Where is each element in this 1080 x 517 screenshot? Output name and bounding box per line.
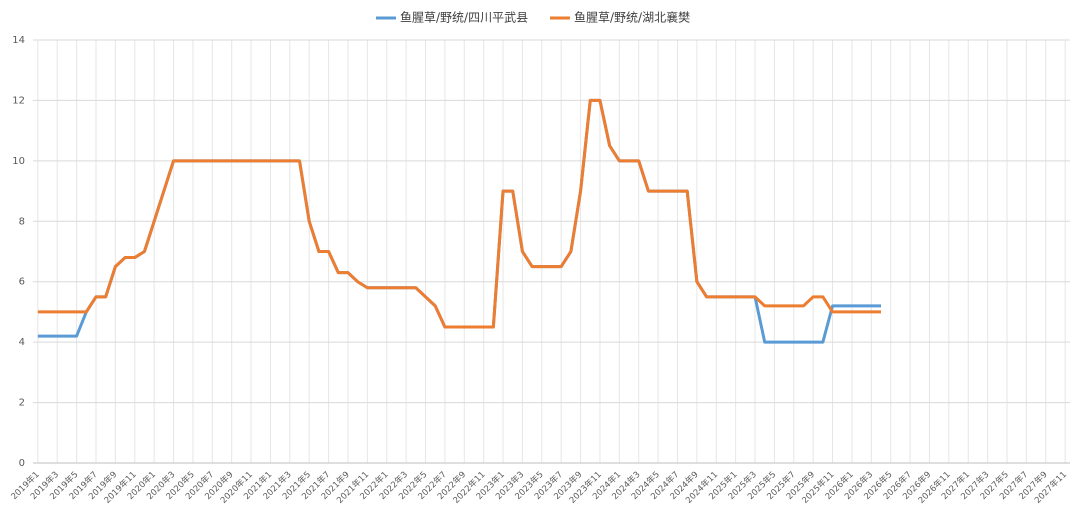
y-tick-label: 6	[19, 277, 25, 288]
y-tick-label: 0	[19, 458, 25, 469]
y-tick-label: 10	[12, 156, 25, 167]
line-series	[37, 98, 882, 329]
y-tick-label: 8	[19, 216, 25, 227]
y-tick-label: 14	[12, 35, 25, 46]
y-tick-label: 2	[19, 398, 25, 409]
legend-label: 鱼腥草/野统/四川平武县	[400, 11, 528, 25]
y-tick-label: 4	[19, 337, 25, 348]
y-tick-label: 12	[12, 95, 25, 106]
legend-label: 鱼腥草/野统/湖北襄樊	[574, 10, 690, 25]
